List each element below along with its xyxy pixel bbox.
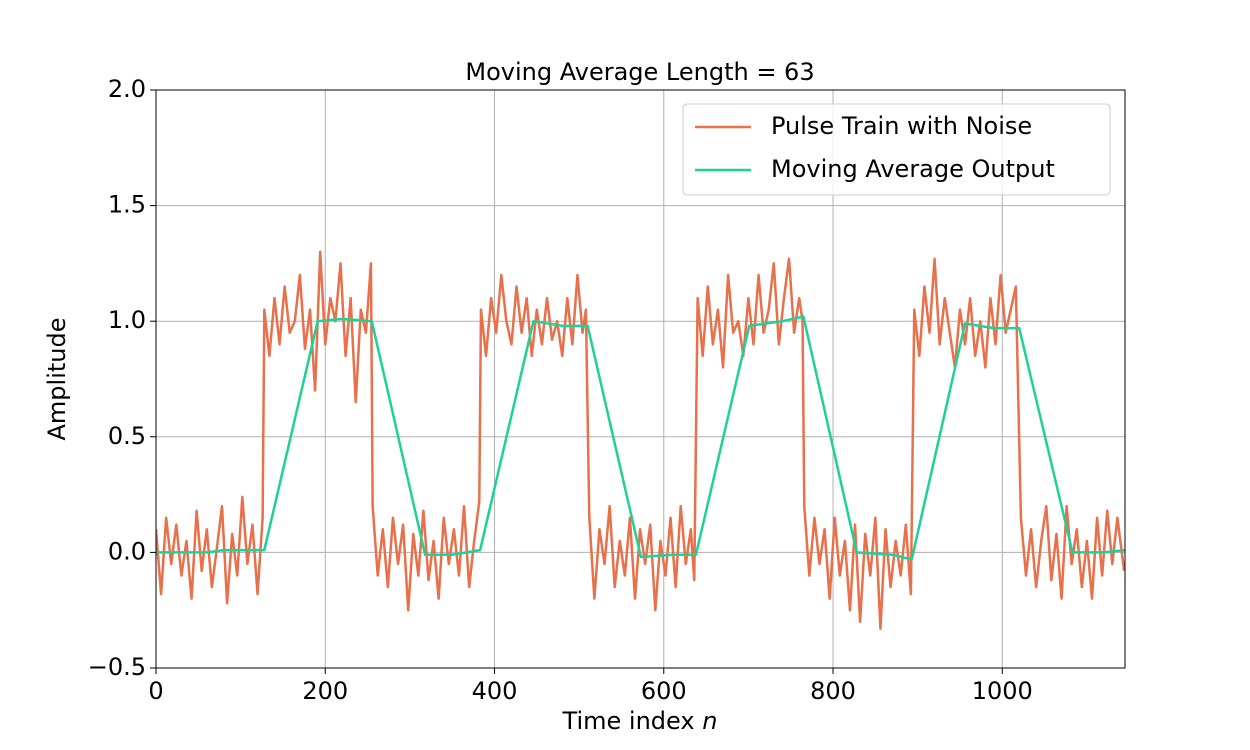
y-tick-label: 0.0: [108, 537, 146, 565]
legend-label: Moving Average Output: [771, 155, 1055, 183]
plot-frame: [155, 89, 1126, 669]
y-tick-label: 1.5: [108, 191, 146, 219]
x-tick-label: 400: [472, 677, 518, 705]
x-tick-label: 800: [810, 677, 856, 705]
legend-box: [682, 103, 1111, 196]
x-tick-label: 1000: [972, 677, 1033, 705]
series-line: [156, 250, 1125, 630]
x-label-var: n: [702, 707, 717, 735]
x-tick-label: 600: [641, 677, 687, 705]
x-axis-label: Time index n: [562, 707, 718, 735]
y-tick-label: −0.5: [88, 653, 146, 681]
y-tick-label: 2.0: [108, 75, 146, 103]
y-tick-label: 0.5: [108, 422, 146, 450]
chart-title: Moving Average Length = 63: [465, 58, 814, 86]
x-label-text: Time index: [562, 707, 695, 735]
legend-label: Pulse Train with Noise: [771, 112, 1032, 140]
x-tick-label: 0: [148, 677, 163, 705]
x-tick-label: 200: [302, 677, 348, 705]
series-line: [156, 315, 1125, 561]
y-tick-label: 1.0: [108, 306, 146, 334]
y-axis-label: Amplitude: [43, 318, 71, 441]
